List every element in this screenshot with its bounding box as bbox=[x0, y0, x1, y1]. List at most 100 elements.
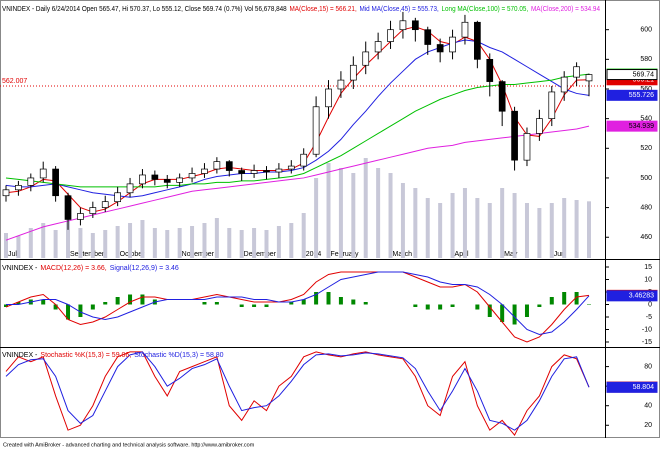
candle-body bbox=[101, 201, 109, 208]
volume-bar bbox=[103, 230, 108, 258]
candle-body bbox=[126, 183, 134, 194]
volume-bar bbox=[326, 163, 331, 258]
value-tag-bg bbox=[606, 290, 658, 302]
histogram-bar bbox=[4, 304, 8, 307]
pane-legend: VNINDEX - MACD(12,26) = 3.66, Signal(12,26… bbox=[2, 265, 179, 272]
candle-body bbox=[27, 177, 35, 186]
x-tick-label: February bbox=[331, 251, 360, 258]
histogram-bar bbox=[264, 304, 269, 307]
candle-body bbox=[2, 189, 10, 197]
candle-body bbox=[560, 76, 568, 93]
volume-bar bbox=[66, 218, 71, 258]
series-line bbox=[6, 271, 590, 336]
legend-entry: Mid MA(Close,45) = 555.73, bbox=[359, 6, 438, 13]
volume-bar bbox=[574, 200, 579, 258]
legend-entry: MA(Close,200) = 534.94 bbox=[531, 6, 600, 13]
x-tick-label: April bbox=[455, 251, 469, 258]
pane-legend: VNINDEX - Stochastic %K(15,3) = 59.06, Sto… bbox=[2, 352, 224, 359]
legend-entry: Stochastic %D(15,3) = 58.80 bbox=[134, 352, 223, 359]
y-tick-label: 520 bbox=[640, 145, 652, 152]
legend-entry: MA(Close,15) = 566.21, bbox=[289, 6, 356, 13]
volume-bar bbox=[562, 198, 567, 258]
volume-bar bbox=[214, 218, 219, 258]
series-line bbox=[5, 351, 590, 436]
histogram-bar bbox=[202, 302, 207, 305]
histogram-bar bbox=[140, 294, 145, 305]
volume-bar bbox=[524, 203, 529, 258]
value-tag: 534.939 bbox=[629, 123, 654, 130]
histogram-bar bbox=[549, 297, 554, 305]
candle-body bbox=[275, 168, 283, 173]
y-tick-label: -15 bbox=[642, 339, 652, 346]
volume-bar bbox=[388, 173, 393, 258]
candle-body bbox=[399, 20, 407, 31]
histogram-bar bbox=[512, 304, 517, 325]
value-tag-bg bbox=[606, 69, 658, 81]
histogram-bar bbox=[413, 304, 418, 307]
candle-body bbox=[337, 79, 345, 90]
candle-body bbox=[238, 170, 246, 174]
candle-body bbox=[411, 20, 419, 31]
candle-body bbox=[387, 29, 394, 42]
x-tick-label: September bbox=[70, 251, 105, 258]
candle-body bbox=[325, 88, 332, 108]
candle-body bbox=[312, 106, 320, 155]
volume-bar bbox=[53, 230, 58, 258]
histogram-bar bbox=[338, 297, 343, 305]
volume-bar bbox=[16, 236, 21, 258]
series-line bbox=[5, 271, 590, 343]
y-tick-label: -5 bbox=[646, 314, 652, 321]
volume-bar bbox=[78, 228, 83, 258]
legend-entry: Long MA(Close,100) = 570.05, bbox=[441, 6, 528, 13]
series-line bbox=[5, 39, 590, 198]
volume-bar bbox=[314, 178, 319, 258]
value-tag-bg bbox=[606, 381, 658, 393]
volume-bar bbox=[400, 183, 405, 258]
series-line bbox=[5, 73, 590, 188]
pane-title: VNINDEX - Daily 6/24/2014 Open 565.47, H… bbox=[2, 6, 287, 13]
volume-bar bbox=[227, 228, 232, 258]
histogram-bar bbox=[524, 304, 529, 317]
legend-entry: MACD(12,26) = 3.66, bbox=[40, 265, 106, 272]
pane-title: VNINDEX - bbox=[2, 352, 38, 359]
volume-bar bbox=[549, 203, 554, 258]
volume-bar bbox=[90, 233, 95, 258]
candle-body bbox=[548, 91, 556, 119]
volume-bar bbox=[202, 223, 207, 258]
histogram-bar bbox=[128, 294, 133, 305]
volume-bar bbox=[376, 168, 381, 258]
x-tick-label: 2014 bbox=[306, 251, 322, 258]
y-tick-label: 580 bbox=[640, 56, 652, 63]
histogram-bar bbox=[16, 302, 21, 305]
value-tag: 569.74 bbox=[633, 71, 655, 78]
volume-bar bbox=[140, 220, 145, 258]
histogram-bar bbox=[78, 304, 83, 317]
volume-bar bbox=[363, 158, 368, 258]
histogram-bar bbox=[487, 304, 492, 317]
volume-bar bbox=[28, 228, 33, 258]
x-tick-label: December bbox=[244, 251, 277, 258]
y-tick-label: 540 bbox=[640, 115, 652, 122]
histogram-bar bbox=[326, 292, 331, 305]
candle-body bbox=[213, 161, 221, 170]
candle-body bbox=[250, 170, 258, 174]
y-tick-label: 40 bbox=[644, 403, 652, 410]
candle-body bbox=[263, 170, 270, 173]
candle-body bbox=[151, 174, 159, 180]
volume-bar bbox=[41, 223, 46, 258]
histogram-bar bbox=[438, 304, 443, 310]
y-tick-label: -10 bbox=[642, 326, 652, 333]
candle-body bbox=[573, 66, 580, 78]
candle-body bbox=[374, 41, 382, 53]
volume-bar bbox=[128, 223, 133, 258]
y-tick-label: 600 bbox=[640, 27, 652, 34]
histogram-bar bbox=[214, 302, 219, 305]
histogram-bar bbox=[475, 304, 480, 310]
candle-body bbox=[461, 21, 469, 38]
candle-body bbox=[77, 213, 84, 220]
series-line bbox=[5, 351, 590, 431]
x-tick-label: October bbox=[120, 251, 146, 258]
volume-bar bbox=[537, 208, 542, 258]
candle-body bbox=[225, 161, 233, 171]
